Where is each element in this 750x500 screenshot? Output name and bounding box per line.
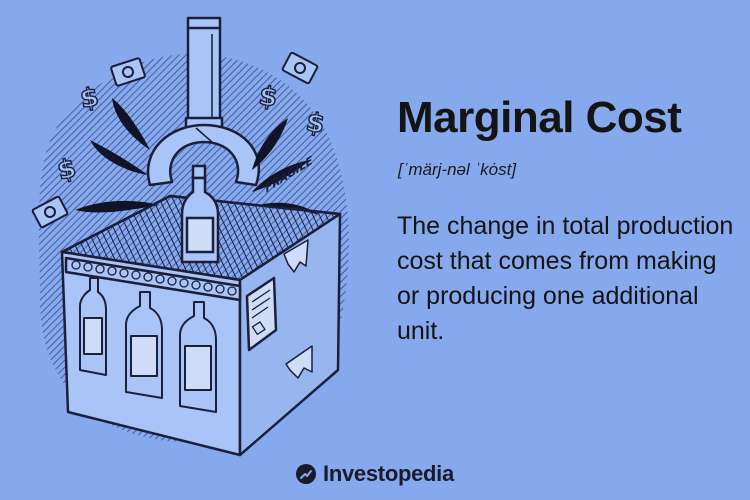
banknote-icon [31,51,319,229]
investopedia-logo-icon [296,464,317,484]
cardboard-box-icon: FRAGILE [60,153,342,457]
motion-splash-icon [75,98,320,215]
svg-text:$: $ [257,81,279,113]
brand-logo: Investopedia [0,461,750,487]
definition-text: The change in total production cost that… [397,212,734,345]
page-title: Marginal Cost [397,93,682,142]
marginal-cost-illustration: $ $ $ $ [31,16,349,457]
robotic-claw-icon [146,16,261,187]
bottle-icon [180,164,220,264]
pronunciation: [ˈmärj-nəl ˈkȯst] [398,160,517,179]
brand-name: Investopedia [323,461,454,486]
